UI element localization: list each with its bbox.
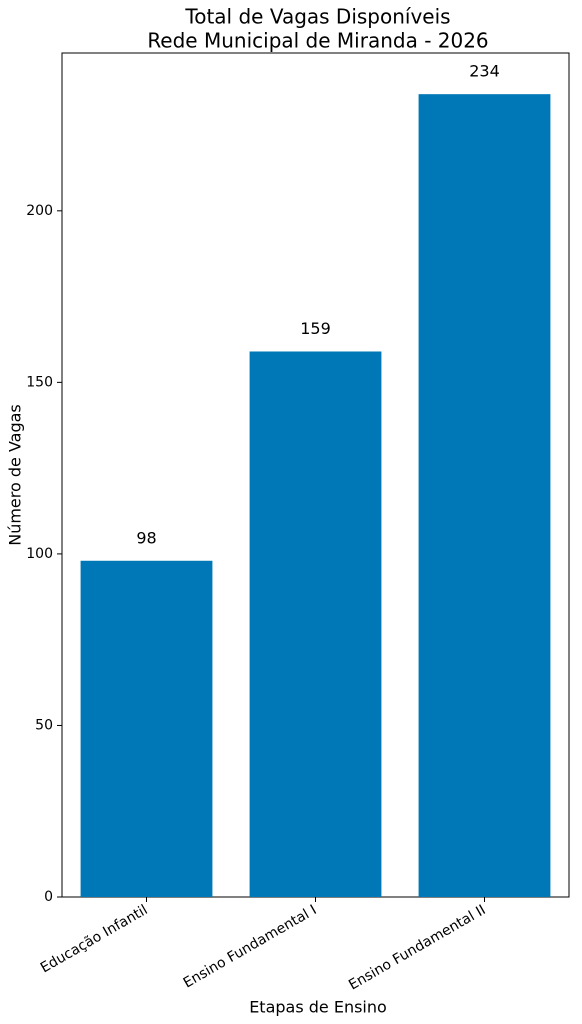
- y-tick-label: 150: [26, 374, 53, 390]
- y-tick-label: 0: [44, 889, 53, 905]
- value-label: 159: [300, 319, 331, 338]
- x-tick-label: Educação Infantil: [38, 902, 151, 976]
- y-axis-label: Número de Vagas: [6, 404, 25, 546]
- x-tick-label: Ensino Fundamental I: [181, 902, 320, 991]
- value-label: 98: [136, 528, 156, 547]
- value-label: 234: [469, 62, 500, 81]
- bar: [249, 351, 382, 897]
- bar: [418, 94, 551, 898]
- chart-subtitle: Rede Municipal de Miranda - 2026: [147, 29, 488, 53]
- x-tick-label: Ensino Fundamental II: [346, 902, 488, 993]
- y-tick-label: 50: [35, 717, 53, 733]
- chart-title: Total de Vagas Disponíveis: [184, 5, 450, 29]
- bar: [80, 560, 213, 897]
- y-tick-label: 200: [26, 203, 53, 219]
- x-axis-label: Etapas de Ensino: [249, 998, 387, 1017]
- y-tick-label: 100: [26, 546, 53, 562]
